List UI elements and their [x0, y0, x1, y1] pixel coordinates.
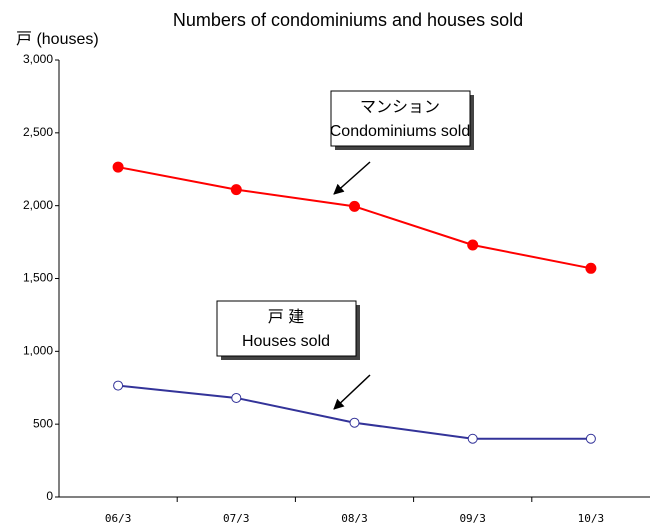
point: [230, 184, 242, 196]
y-axis-label: 戸 (houses): [16, 31, 99, 48]
y-tick-label: 1,000: [23, 344, 53, 358]
point: [585, 262, 597, 274]
chart-title: Numbers of condominiums and houses sold: [173, 10, 523, 30]
annotation-arrow: [333, 374, 371, 410]
annotation-text: Houses sold: [242, 333, 330, 350]
point: [585, 433, 596, 444]
point: [349, 417, 360, 428]
series-line: [117, 166, 592, 270]
annotation-text: Condominiums sold: [330, 123, 471, 140]
x-tick-label: 10/3: [578, 512, 605, 525]
annotation-arrow: [333, 161, 371, 195]
series-line: [117, 384, 591, 440]
y-tick-label: 2,500: [23, 125, 53, 139]
y-tick-label: 2,000: [23, 198, 53, 212]
annotation-title: マンション: [360, 99, 440, 116]
y-tick-label: 0: [46, 489, 53, 503]
point: [467, 433, 478, 444]
point: [231, 392, 242, 403]
y-tick-label: 3,000: [23, 52, 53, 66]
x-tick-label: 09/3: [459, 512, 486, 525]
x-tick-label: 07/3: [223, 512, 250, 525]
point: [113, 380, 124, 391]
point: [467, 239, 479, 251]
annotation-box: [330, 90, 471, 147]
annotation-title: 戸 建: [268, 308, 304, 326]
y-tick-label: 1,500: [23, 271, 53, 285]
x-tick-label: 08/3: [341, 512, 368, 525]
x-tick-label: 06/3: [105, 512, 132, 525]
point: [112, 161, 124, 173]
point: [349, 200, 360, 212]
y-tick-label: 500: [33, 416, 53, 430]
annotation-box: [216, 300, 357, 357]
